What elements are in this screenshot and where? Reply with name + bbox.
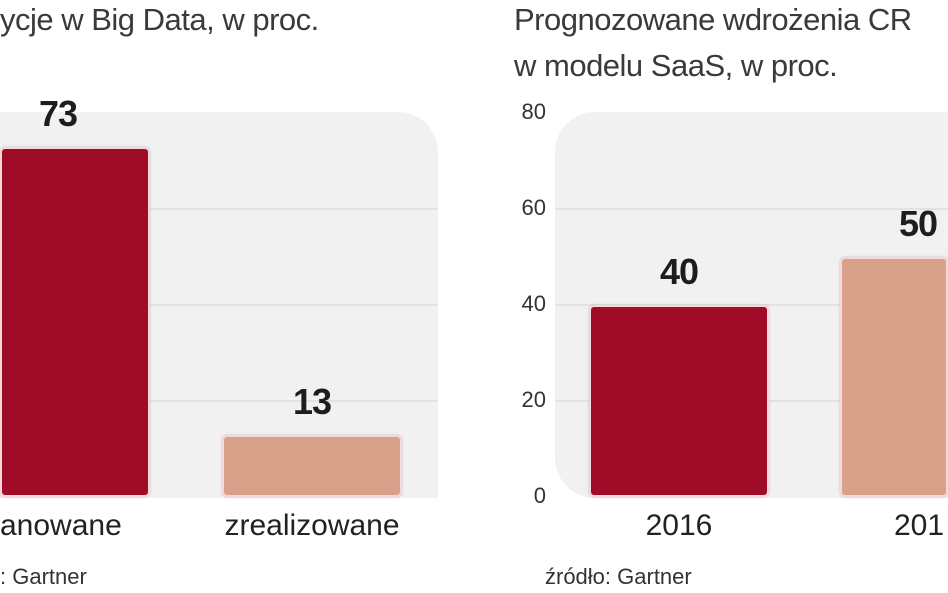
gridline	[150, 208, 438, 210]
gridline	[150, 400, 438, 402]
left-chart-title: ycje w Big Data, w proc.	[0, 2, 319, 37]
category-label: zrealizowane	[224, 509, 400, 542]
data-label: 40	[659, 251, 699, 292]
y-tick-label: 60	[521, 195, 546, 220]
left-source: : Gartner	[0, 564, 87, 589]
bar-0	[0, 146, 150, 497]
category-label: anowane	[0, 509, 122, 542]
right-chart-title-line1: Prognozowane wdrożenia CR	[514, 2, 912, 37]
y-tick-label: 0	[533, 483, 546, 508]
right-source: źródło: Gartner	[545, 564, 692, 589]
right-chart-title-line2: w modelu SaaS, w proc.	[514, 48, 838, 83]
y-tick-label: 20	[521, 387, 546, 412]
gridline	[555, 208, 948, 210]
bar-1	[222, 434, 402, 497]
y-tick-label: 40	[521, 291, 546, 316]
bar-1	[840, 257, 948, 497]
data-label: 50	[898, 203, 938, 244]
y-tick-label: 80	[521, 99, 546, 124]
category-label: 2016	[645, 509, 713, 542]
category-label: 201	[894, 509, 945, 542]
data-label: 13	[292, 380, 332, 422]
gridline	[150, 304, 438, 306]
data-label: 73	[38, 92, 78, 134]
bar-0	[589, 305, 769, 497]
